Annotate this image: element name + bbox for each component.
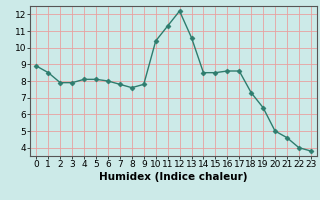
X-axis label: Humidex (Indice chaleur): Humidex (Indice chaleur) [99, 172, 248, 182]
